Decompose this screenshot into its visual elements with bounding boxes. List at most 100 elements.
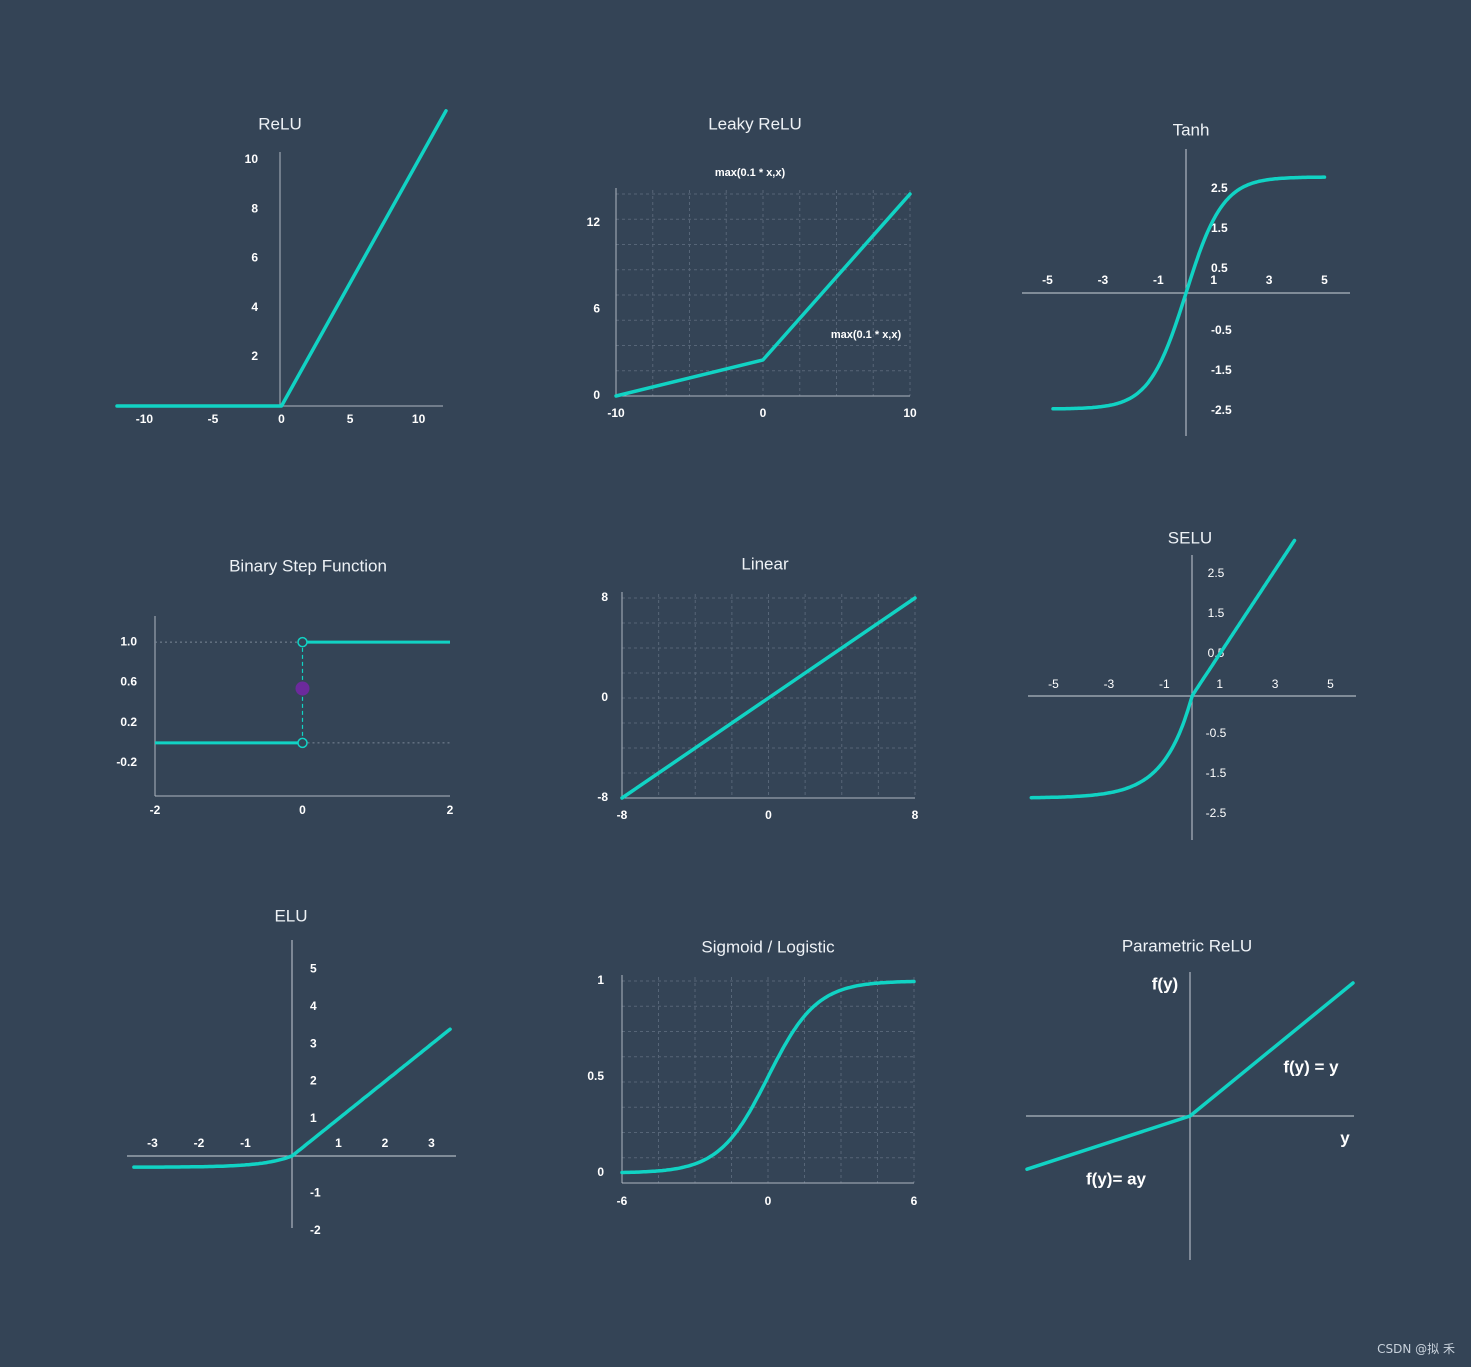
y-tick-label: -8 bbox=[597, 790, 608, 804]
chart-title: ELU bbox=[274, 906, 307, 925]
x-tick-label: 5 bbox=[1321, 273, 1328, 287]
x-tick-label: 2 bbox=[447, 803, 454, 817]
y-tick-label: -2 bbox=[310, 1223, 321, 1237]
y-tick-label: 10 bbox=[245, 152, 259, 166]
x-tick-label: 3 bbox=[1266, 273, 1273, 287]
x-tick-label: -10 bbox=[136, 412, 154, 426]
chart-panel: Leaky ReLU -10 0 10 0 6 12 max(0.1 * x,x) max(0.… bbox=[587, 114, 917, 420]
y-tick-label: -0.5 bbox=[1211, 323, 1232, 337]
y-tick-label: 2 bbox=[251, 349, 258, 363]
y-tick-label: 1 bbox=[597, 973, 604, 987]
y-tick-label: -2.5 bbox=[1206, 806, 1227, 820]
y-tick-label: -1.5 bbox=[1211, 363, 1232, 377]
series-line bbox=[1029, 538, 1297, 800]
x-tick-label: 5 bbox=[347, 412, 354, 426]
annotation-label: max(0.1 * x,x) bbox=[715, 167, 786, 179]
y-tick-label: 0 bbox=[593, 388, 600, 402]
data-point bbox=[297, 636, 308, 648]
chart-title: Tanh bbox=[1173, 120, 1210, 139]
chart-title: Sigmoid / Logistic bbox=[701, 937, 835, 956]
annotation-label: f(y)= ay bbox=[1086, 1169, 1147, 1188]
x-tick-label: -2 bbox=[150, 803, 161, 817]
y-tick-label: 0.5 bbox=[587, 1069, 604, 1083]
x-tick-label: 0 bbox=[760, 406, 767, 420]
series-line bbox=[614, 192, 912, 398]
annotation-label: f(y) = y bbox=[1283, 1057, 1339, 1076]
x-tick-label: -1 bbox=[240, 1136, 251, 1150]
x-tick-label: 3 bbox=[1272, 677, 1279, 691]
x-tick-label: 10 bbox=[903, 406, 917, 420]
y-tick-label: 5 bbox=[310, 962, 317, 976]
y-tick-label: 4 bbox=[251, 300, 258, 314]
chart-panel: ELU -3 -2 -1 1 2 3 5 4 3 2 1 -1 -2 bbox=[127, 906, 456, 1237]
x-axis-label: y bbox=[1340, 1128, 1350, 1147]
y-axis-label: f(y) bbox=[1152, 974, 1178, 993]
y-tick-label: 8 bbox=[601, 590, 608, 604]
series-line bbox=[1051, 175, 1327, 411]
data-point bbox=[297, 737, 308, 749]
x-tick-label: 0 bbox=[765, 808, 772, 822]
y-tick-label: 1.5 bbox=[1211, 221, 1228, 235]
x-tick-label: 5 bbox=[1327, 677, 1334, 691]
y-tick-label: 4 bbox=[310, 999, 317, 1013]
x-tick-label: -5 bbox=[1042, 273, 1053, 287]
x-tick-label: -5 bbox=[1048, 677, 1059, 691]
x-tick-label: 10 bbox=[412, 412, 426, 426]
chart-panel: Parametric ReLU f(y) = y f(y)= ay f(y) y bbox=[1025, 936, 1355, 1260]
series-line bbox=[620, 596, 917, 800]
y-tick-label: 1.5 bbox=[1208, 606, 1225, 620]
chart-title: SELU bbox=[1168, 528, 1212, 547]
y-tick-label: 2.5 bbox=[1208, 566, 1225, 580]
series-line bbox=[132, 1027, 452, 1169]
x-tick-label: 1 bbox=[1216, 677, 1223, 691]
x-tick-label: -2 bbox=[194, 1136, 205, 1150]
chart-panel: Tanh -5 -3 -1 1 3 5 2.5 1.5 0.5 -0.5 -1.5 -2.5 bbox=[1022, 120, 1350, 436]
x-tick-label: -8 bbox=[617, 808, 628, 822]
y-tick-label: 12 bbox=[587, 215, 601, 229]
chart-panel: Sigmoid / Logistic -6 0 6 1 0.5 0 bbox=[587, 937, 917, 1208]
y-tick-label: 1.0 bbox=[120, 634, 137, 648]
x-tick-label: -3 bbox=[147, 1136, 158, 1150]
y-tick-label: -1.5 bbox=[1206, 766, 1227, 780]
chart-title: Leaky ReLU bbox=[708, 114, 802, 133]
x-tick-label: 3 bbox=[428, 1136, 435, 1150]
y-tick-label: 2 bbox=[310, 1074, 317, 1088]
x-tick-label: -10 bbox=[607, 406, 625, 420]
y-tick-label: 0 bbox=[601, 690, 608, 704]
x-tick-label: 0 bbox=[299, 803, 306, 817]
chart-title: Binary Step Function bbox=[229, 556, 387, 575]
x-tick-label: -3 bbox=[1104, 677, 1115, 691]
x-tick-label: 0 bbox=[765, 1194, 772, 1208]
y-tick-label: 0.5 bbox=[1211, 261, 1228, 275]
y-tick-label: -0.5 bbox=[1206, 726, 1227, 740]
data-point bbox=[295, 681, 310, 696]
y-tick-label: -0.2 bbox=[116, 755, 137, 769]
watermark: CSDN @拟 禾 bbox=[1377, 1342, 1455, 1356]
x-tick-label: 8 bbox=[912, 808, 919, 822]
x-tick-label: -3 bbox=[1098, 273, 1109, 287]
annotation-label: max(0.1 * x,x) bbox=[831, 329, 902, 341]
x-tick-label: -1 bbox=[1153, 273, 1164, 287]
chart-panel: Binary Step Function -2 0 2 1.0 0.6 0.2 -0.2 bbox=[116, 556, 453, 817]
x-tick-label: 1 bbox=[335, 1136, 342, 1150]
series-line bbox=[1025, 981, 1355, 1171]
chart-panel: SELU -5 -3 -1 1 3 5 2.5 1.5 0.5 -0.5 -1.5 -2.5 bbox=[1028, 528, 1356, 840]
y-tick-label: 2.5 bbox=[1211, 181, 1228, 195]
chart-panel: ReLU -10 -5 0 5 10 2 4 6 8 10 bbox=[115, 109, 448, 426]
y-tick-label: 8 bbox=[251, 201, 258, 215]
y-tick-label: 0.5 bbox=[1208, 646, 1225, 660]
x-tick-label: 6 bbox=[911, 1194, 918, 1208]
chart-title: ReLU bbox=[258, 114, 301, 133]
series-line bbox=[115, 109, 448, 408]
x-tick-label: 0 bbox=[278, 412, 285, 426]
chart-title: Parametric ReLU bbox=[1122, 936, 1252, 955]
chart-title: Linear bbox=[741, 554, 789, 573]
y-tick-label: 0 bbox=[597, 1165, 604, 1179]
x-tick-label: -1 bbox=[1159, 677, 1170, 691]
y-tick-label: 3 bbox=[310, 1036, 317, 1050]
x-tick-label: -6 bbox=[617, 1194, 628, 1208]
y-tick-label: 1 bbox=[310, 1111, 317, 1125]
y-tick-label: 0.6 bbox=[120, 675, 137, 689]
chart-panel: Linear -8 0 8 8 0 -8 bbox=[597, 554, 918, 822]
